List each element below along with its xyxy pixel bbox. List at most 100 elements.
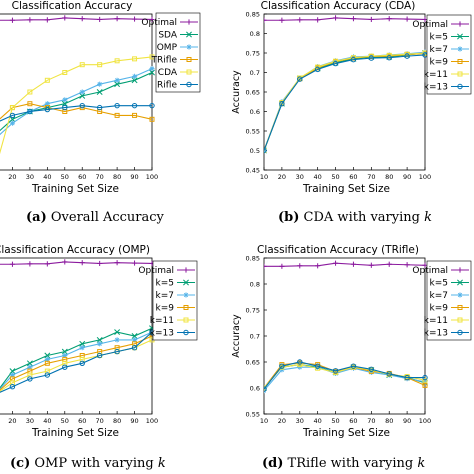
x-tick-label: 50 bbox=[61, 173, 69, 181]
data-point bbox=[79, 345, 85, 351]
data-point bbox=[26, 360, 33, 367]
data-point bbox=[279, 363, 285, 369]
legend-label: k=5 bbox=[430, 279, 448, 289]
data-point bbox=[79, 89, 85, 95]
data-point bbox=[27, 101, 33, 107]
legend: Optimal SDA OMP TRifle CDA Rifle bbox=[141, 12, 201, 93]
chart-a: Classification Accuracy 20 30 40 50 60 70 80 90 1… bbox=[0, 0, 201, 195]
series-line bbox=[264, 52, 426, 151]
data-point bbox=[422, 377, 428, 383]
series-line bbox=[0, 331, 153, 390]
legend-label: Rifle bbox=[157, 81, 177, 91]
x-tick-label: 80 bbox=[113, 417, 121, 425]
data-point bbox=[62, 70, 68, 75]
data-point bbox=[79, 340, 86, 347]
legend-label: Optimal bbox=[412, 266, 448, 276]
data-point bbox=[114, 348, 120, 355]
x-tick-label: 10 bbox=[260, 173, 268, 181]
data-point bbox=[9, 120, 16, 126]
legend-label: k=7 bbox=[430, 291, 448, 301]
series-line bbox=[264, 366, 426, 391]
data-point bbox=[44, 360, 50, 366]
data-point bbox=[114, 260, 120, 266]
data-point bbox=[62, 104, 68, 111]
series-Rifle bbox=[0, 102, 155, 122]
data-point bbox=[422, 382, 428, 388]
data-point bbox=[297, 359, 303, 365]
x-tick-label: 100 bbox=[146, 417, 158, 425]
plot-frame bbox=[263, 257, 426, 415]
data-point bbox=[9, 112, 16, 119]
data-point bbox=[114, 81, 121, 88]
legend-box bbox=[152, 260, 198, 341]
x-axis-label: Training Set Size bbox=[302, 427, 390, 439]
series-line bbox=[0, 56, 153, 155]
data-point bbox=[9, 372, 16, 378]
data-point bbox=[149, 102, 155, 109]
legend-marker bbox=[457, 317, 463, 323]
y-tick-label: 0.5 bbox=[250, 147, 260, 155]
legend-marker bbox=[457, 21, 463, 27]
x-tick-label: 20 bbox=[8, 173, 16, 181]
x-tick-label: 50 bbox=[331, 173, 339, 181]
series-line bbox=[0, 261, 153, 265]
legend-marker bbox=[186, 57, 192, 62]
data-point bbox=[61, 100, 68, 107]
legend-marker bbox=[457, 305, 463, 310]
data-point bbox=[61, 348, 68, 355]
y-tick-label: 0.7 bbox=[250, 69, 260, 77]
x-tick-label: 60 bbox=[349, 417, 357, 425]
y-tick-label: 0.65 bbox=[246, 359, 260, 367]
data-point bbox=[386, 54, 392, 61]
y-tick-label: 0.65 bbox=[246, 89, 260, 97]
series-line bbox=[264, 17, 426, 21]
series-k=13 bbox=[264, 359, 428, 392]
data-point bbox=[332, 368, 339, 374]
data-point bbox=[404, 53, 410, 59]
series-Optimal bbox=[264, 15, 428, 23]
legend-marker bbox=[183, 305, 189, 310]
data-point bbox=[114, 337, 120, 343]
x-tick-label: 100 bbox=[419, 417, 431, 425]
x-tick-label: 60 bbox=[349, 173, 357, 181]
data-point bbox=[279, 17, 285, 23]
x-tick-label: 40 bbox=[314, 417, 322, 425]
legend-label: k=9 bbox=[156, 304, 175, 314]
data-point bbox=[96, 352, 103, 359]
y-tick-label: 0.75 bbox=[246, 307, 260, 315]
x-tick-label: 50 bbox=[331, 417, 339, 425]
data-point bbox=[315, 263, 321, 269]
caption-b: (b) CDA with varying k bbox=[278, 210, 432, 225]
data-point bbox=[27, 364, 33, 370]
series-k=5 bbox=[0, 325, 155, 389]
data-point bbox=[44, 101, 50, 107]
y-axis-label: Accuracy bbox=[231, 70, 242, 114]
legend-label: CDA bbox=[158, 68, 178, 78]
legend-label: k=13 bbox=[424, 329, 448, 339]
legend-label: Optimal bbox=[141, 18, 177, 28]
data-point bbox=[97, 62, 103, 68]
data-point bbox=[27, 108, 33, 115]
data-point bbox=[9, 368, 16, 375]
data-point bbox=[315, 17, 321, 23]
series-OMP bbox=[0, 66, 155, 136]
x-tick-label: 100 bbox=[146, 173, 158, 181]
legend-marker bbox=[183, 292, 189, 298]
x-tick-label: 20 bbox=[278, 173, 286, 181]
legend-label: SDA bbox=[158, 31, 177, 41]
x-tick-label: 90 bbox=[403, 417, 411, 425]
x-tick-label: 30 bbox=[26, 417, 34, 425]
data-point bbox=[368, 16, 374, 23]
legend-label: k=11 bbox=[424, 316, 448, 326]
data-point bbox=[350, 363, 357, 369]
series-line bbox=[264, 52, 426, 151]
series-Optimal bbox=[0, 15, 155, 23]
legend-label: k=9 bbox=[430, 58, 449, 68]
data-point bbox=[350, 16, 357, 22]
data-point bbox=[386, 16, 392, 22]
legend-marker bbox=[183, 267, 189, 273]
data-point bbox=[279, 101, 285, 107]
data-point bbox=[368, 262, 374, 268]
data-point bbox=[315, 364, 321, 370]
